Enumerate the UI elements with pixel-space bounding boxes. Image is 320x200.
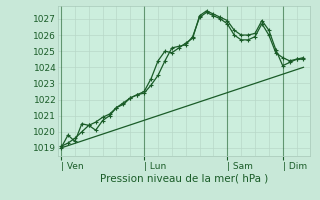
X-axis label: Pression niveau de la mer( hPa ): Pression niveau de la mer( hPa )	[100, 173, 268, 183]
